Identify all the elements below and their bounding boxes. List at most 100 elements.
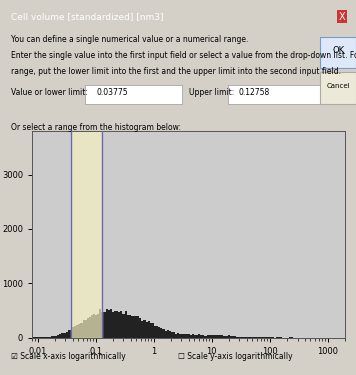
Bar bbox=[219, 335, 221, 338]
Bar bbox=[221, 335, 223, 338]
Bar bbox=[171, 332, 173, 338]
Bar bbox=[85, 320, 87, 338]
Bar bbox=[251, 337, 253, 338]
Bar bbox=[104, 312, 106, 338]
Bar bbox=[232, 336, 234, 338]
Bar bbox=[167, 330, 169, 338]
Bar bbox=[245, 337, 246, 338]
Text: You can define a single numerical value or a numerical range.: You can define a single numerical value … bbox=[11, 35, 248, 44]
Bar bbox=[164, 330, 167, 338]
Bar bbox=[78, 324, 80, 338]
Bar bbox=[64, 333, 66, 338]
Bar bbox=[217, 336, 219, 338]
Bar bbox=[238, 337, 240, 338]
Bar bbox=[131, 316, 133, 338]
Bar bbox=[179, 334, 181, 338]
Bar bbox=[120, 311, 122, 338]
Bar bbox=[129, 315, 131, 338]
Bar bbox=[93, 314, 95, 338]
Bar bbox=[146, 321, 148, 338]
Bar bbox=[89, 317, 91, 338]
Text: ☑ Scale x-axis logarithmically: ☑ Scale x-axis logarithmically bbox=[11, 352, 125, 361]
Bar bbox=[53, 336, 55, 338]
Bar bbox=[137, 316, 139, 338]
FancyBboxPatch shape bbox=[85, 86, 182, 104]
Bar bbox=[44, 337, 47, 338]
Bar bbox=[204, 336, 206, 338]
Bar bbox=[143, 320, 146, 338]
Bar bbox=[215, 336, 217, 338]
Bar bbox=[227, 335, 230, 338]
FancyBboxPatch shape bbox=[320, 37, 356, 68]
Text: Cell volume [standardized] [nm3]: Cell volume [standardized] [nm3] bbox=[11, 12, 163, 21]
Bar bbox=[169, 332, 171, 338]
FancyBboxPatch shape bbox=[228, 86, 324, 104]
Bar bbox=[192, 334, 194, 338]
Bar bbox=[213, 335, 215, 338]
Bar bbox=[49, 337, 51, 338]
Bar bbox=[68, 330, 70, 338]
Bar bbox=[181, 334, 183, 338]
Text: Cancel: Cancel bbox=[326, 83, 350, 89]
Bar bbox=[190, 334, 192, 338]
Bar bbox=[43, 337, 44, 338]
Bar bbox=[175, 334, 177, 338]
Bar bbox=[110, 309, 112, 338]
Bar bbox=[87, 318, 89, 338]
Text: X: X bbox=[339, 12, 345, 21]
Text: OK: OK bbox=[332, 46, 344, 55]
Bar bbox=[95, 315, 97, 338]
Bar bbox=[150, 322, 152, 338]
Bar bbox=[253, 337, 255, 338]
Text: 0.12758: 0.12758 bbox=[239, 88, 270, 97]
Bar bbox=[116, 311, 118, 338]
Bar bbox=[177, 333, 179, 338]
Bar bbox=[106, 309, 108, 338]
Bar bbox=[66, 332, 68, 338]
Bar bbox=[230, 336, 232, 338]
Bar bbox=[114, 310, 116, 338]
Bar bbox=[152, 322, 154, 338]
Bar bbox=[160, 328, 162, 338]
Bar bbox=[206, 335, 209, 338]
Bar bbox=[70, 330, 72, 338]
Bar bbox=[91, 315, 93, 338]
Bar bbox=[125, 311, 127, 338]
Bar bbox=[200, 334, 202, 338]
Bar bbox=[71, 131, 102, 338]
Bar bbox=[80, 323, 83, 338]
Bar bbox=[101, 312, 104, 338]
Bar bbox=[127, 315, 129, 338]
Bar bbox=[198, 334, 200, 338]
Bar bbox=[162, 329, 164, 338]
Bar bbox=[158, 327, 160, 338]
Bar bbox=[108, 310, 110, 338]
Bar bbox=[55, 336, 57, 338]
Bar bbox=[41, 337, 43, 338]
Text: range, put the lower limit into the first and the upper limit into the second in: range, put the lower limit into the firs… bbox=[11, 67, 341, 76]
Bar bbox=[76, 325, 78, 338]
Bar bbox=[236, 336, 238, 338]
Bar bbox=[133, 316, 135, 338]
Bar bbox=[112, 312, 114, 338]
Bar bbox=[173, 332, 175, 338]
Bar bbox=[99, 309, 101, 338]
Bar bbox=[202, 334, 204, 338]
Bar bbox=[62, 333, 64, 338]
Bar bbox=[211, 335, 213, 338]
Bar bbox=[234, 336, 236, 338]
Text: Or select a range from the histogram below:: Or select a range from the histogram bel… bbox=[11, 123, 181, 132]
Text: Upper limit:: Upper limit: bbox=[189, 88, 234, 97]
Bar bbox=[139, 318, 141, 338]
Text: Enter the single value into the first input field or select a value from the dro: Enter the single value into the first in… bbox=[11, 51, 356, 60]
Bar bbox=[242, 337, 245, 338]
Bar bbox=[156, 326, 158, 338]
Bar bbox=[240, 336, 242, 338]
Bar bbox=[196, 334, 198, 338]
Bar bbox=[118, 312, 120, 338]
Bar bbox=[59, 334, 62, 338]
Bar bbox=[47, 337, 49, 338]
Bar bbox=[141, 321, 143, 338]
Text: 0.03775: 0.03775 bbox=[96, 88, 128, 97]
Text: Value or lower limit:: Value or lower limit: bbox=[11, 88, 88, 97]
